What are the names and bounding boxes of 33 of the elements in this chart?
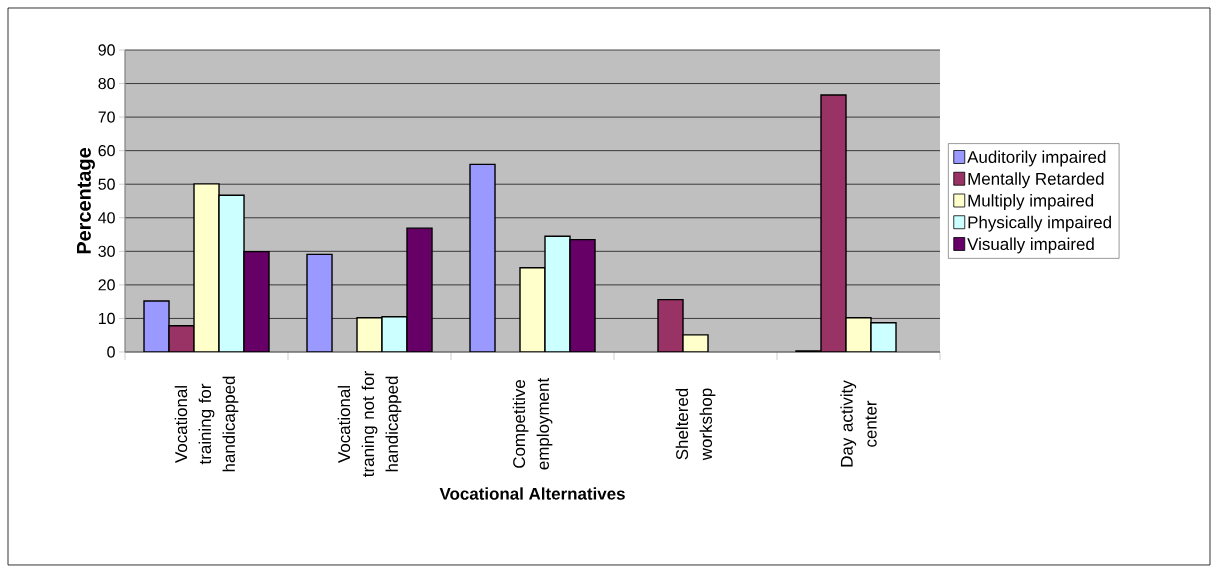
bar — [469, 163, 496, 352]
bar — [243, 250, 270, 352]
y-tick-label: 70 — [98, 111, 115, 123]
legend-label: Mentally Retarded — [968, 172, 1104, 189]
x-tick-label: Day activity center — [840, 380, 877, 467]
y-tick-label: 30 — [98, 245, 115, 257]
y-tick-label: 40 — [98, 212, 115, 224]
bar — [657, 298, 684, 352]
bar — [306, 253, 333, 352]
y-tick-label: 60 — [98, 145, 115, 157]
bar — [544, 235, 571, 352]
bar — [569, 238, 596, 352]
legend-label: Physically impaired — [968, 215, 1111, 232]
x-axis-title: Vocational Alternatives — [439, 487, 625, 500]
bar — [519, 267, 546, 352]
y-tick-label: 10 — [98, 312, 115, 325]
y-tick-label: 80 — [98, 77, 115, 90]
x-tick-label: Vocational traning not for handicapped — [337, 371, 402, 477]
bar — [218, 194, 245, 352]
y-tick-label: 50 — [98, 178, 115, 190]
bar — [193, 183, 220, 352]
x-tick-label: Vocational training for handicapped — [174, 376, 239, 472]
y-axis-title: Percentage — [76, 147, 95, 254]
legend-label: Visually impaired — [967, 237, 1094, 254]
bar — [820, 94, 847, 352]
x-tick-label: Competitive employment — [512, 378, 553, 470]
y-tick-label: 20 — [98, 279, 115, 291]
y-tick-label: 90 — [98, 44, 115, 56]
bar — [406, 227, 433, 352]
x-tick-label: Sheltered workshop — [675, 388, 716, 461]
y-tick-label: 0 — [107, 346, 115, 358]
legend-label: Multiply impaired — [968, 194, 1094, 210]
legend-label: Auditorily impaired — [967, 150, 1106, 167]
